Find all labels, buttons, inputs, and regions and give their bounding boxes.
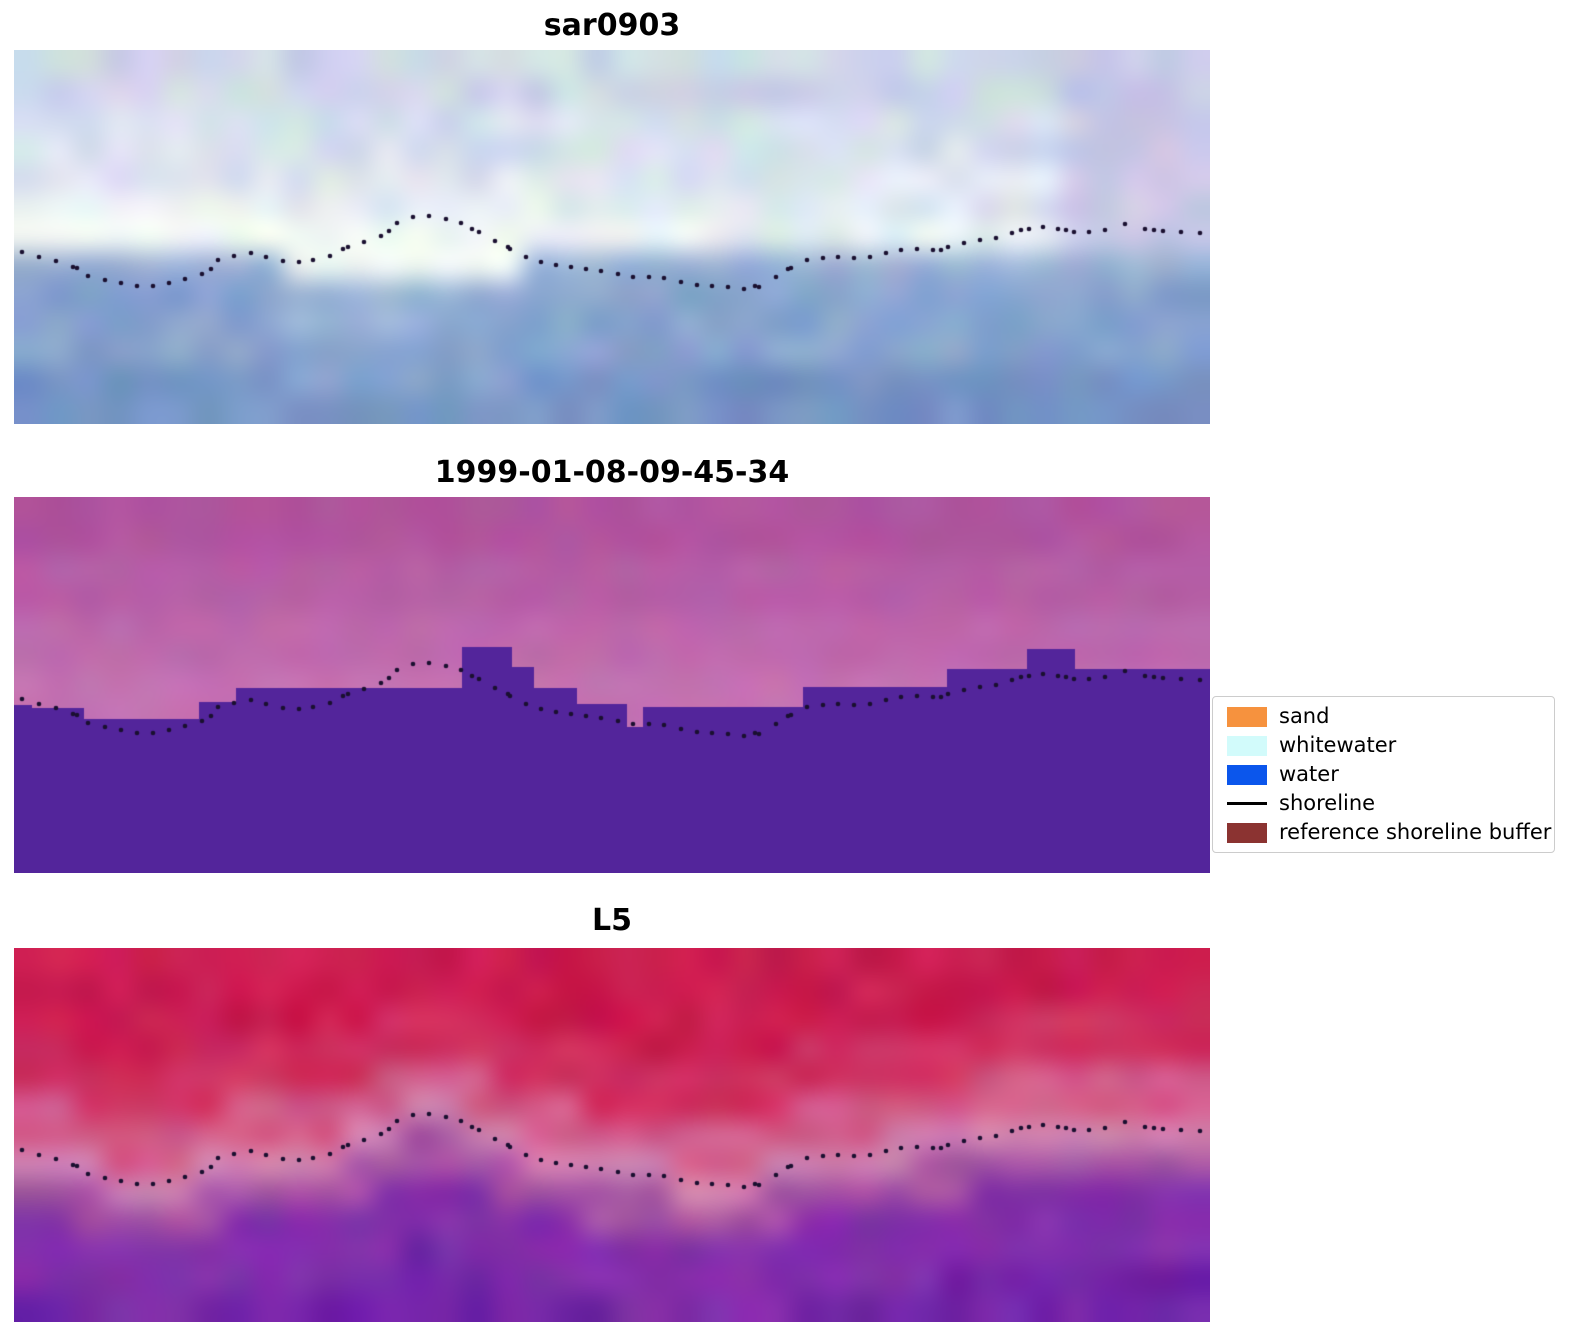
- l5-image-panel: [14, 948, 1210, 1322]
- classified-image-panel: [14, 497, 1210, 873]
- water-swatch-icon: [1227, 764, 1267, 785]
- reference-shoreline-buffer-swatch-icon: [1227, 822, 1267, 843]
- legend-item-reference-shoreline-buffer: reference shoreline buffer: [1227, 818, 1551, 847]
- legend-label: sand: [1279, 704, 1330, 728]
- legend-item-shoreline: shoreline: [1227, 789, 1546, 818]
- panel-title-l5: L5: [592, 903, 632, 938]
- panel-title-sar0903: sar0903: [543, 8, 681, 43]
- classification-legend: sand whitewater water shoreline reference sh…: [1212, 696, 1555, 853]
- legend-label: water: [1279, 762, 1339, 786]
- legend-item-sand: sand: [1227, 702, 1546, 731]
- panel-title-classified-date: 1999-01-08-09-45-34: [434, 455, 790, 490]
- legend-item-whitewater: whitewater: [1227, 731, 1546, 760]
- whitewater-swatch-icon: [1227, 735, 1267, 756]
- legend-label: reference shoreline buffer: [1279, 820, 1552, 844]
- shoreline-swatch-icon: [1227, 802, 1267, 805]
- sar0903-image-panel: [14, 50, 1210, 424]
- legend-label: shoreline: [1279, 791, 1376, 815]
- legend-label: whitewater: [1279, 733, 1397, 757]
- sand-swatch-icon: [1227, 706, 1267, 727]
- legend-item-water: water: [1227, 760, 1546, 789]
